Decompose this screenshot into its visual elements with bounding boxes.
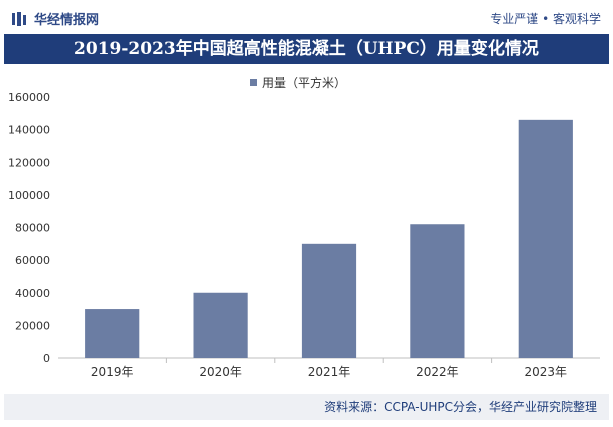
y-tick-label: 20000 bbox=[15, 319, 50, 332]
bar-chart-logo-icon bbox=[12, 11, 26, 26]
slogan: 专业严谨 • 客观科学 bbox=[490, 12, 601, 26]
bar-1 bbox=[85, 309, 140, 358]
brand: 华经情报网 bbox=[12, 9, 99, 28]
bar-chart: 用量（平方米） 0 20000 40000 60000 80000 100000 120000… bbox=[8, 75, 600, 379]
y-tick-label: 0 bbox=[43, 352, 50, 365]
legend-label: 用量（平方米） bbox=[262, 75, 346, 90]
y-tick-label: 120000 bbox=[8, 156, 50, 169]
x-tick-label: 2023年 bbox=[525, 365, 568, 379]
y-tick-label: 40000 bbox=[15, 287, 50, 300]
bar-2 bbox=[193, 292, 248, 358]
brand-name: 华经情报网 bbox=[34, 13, 100, 28]
y-tick-label: 160000 bbox=[8, 91, 50, 104]
x-tick-label: 2021年 bbox=[308, 365, 351, 379]
x-tick-label: 2022年 bbox=[416, 365, 459, 379]
x-tick-label: 2019年 bbox=[91, 365, 134, 379]
y-tick-label: 80000 bbox=[15, 222, 50, 235]
x-tick-label: 2020年 bbox=[199, 365, 242, 379]
y-tick-label: 100000 bbox=[8, 189, 50, 202]
y-tick-label: 60000 bbox=[15, 254, 50, 267]
bar-3 bbox=[301, 243, 357, 358]
bar-5 bbox=[518, 119, 573, 359]
source-note: 资料来源：CCPA-UHPC分会，华经产业研究院整理 bbox=[4, 394, 609, 420]
legend-swatch bbox=[250, 79, 257, 86]
y-tick-label: 140000 bbox=[8, 124, 50, 137]
bar-4 bbox=[410, 224, 465, 358]
top-bar: 华经情报网 专业严谨 • 客观科学 bbox=[0, 0, 613, 34]
chart-title: 2019-2023年中国超高性能混凝土（UHPC）用量变化情况 bbox=[4, 34, 609, 64]
